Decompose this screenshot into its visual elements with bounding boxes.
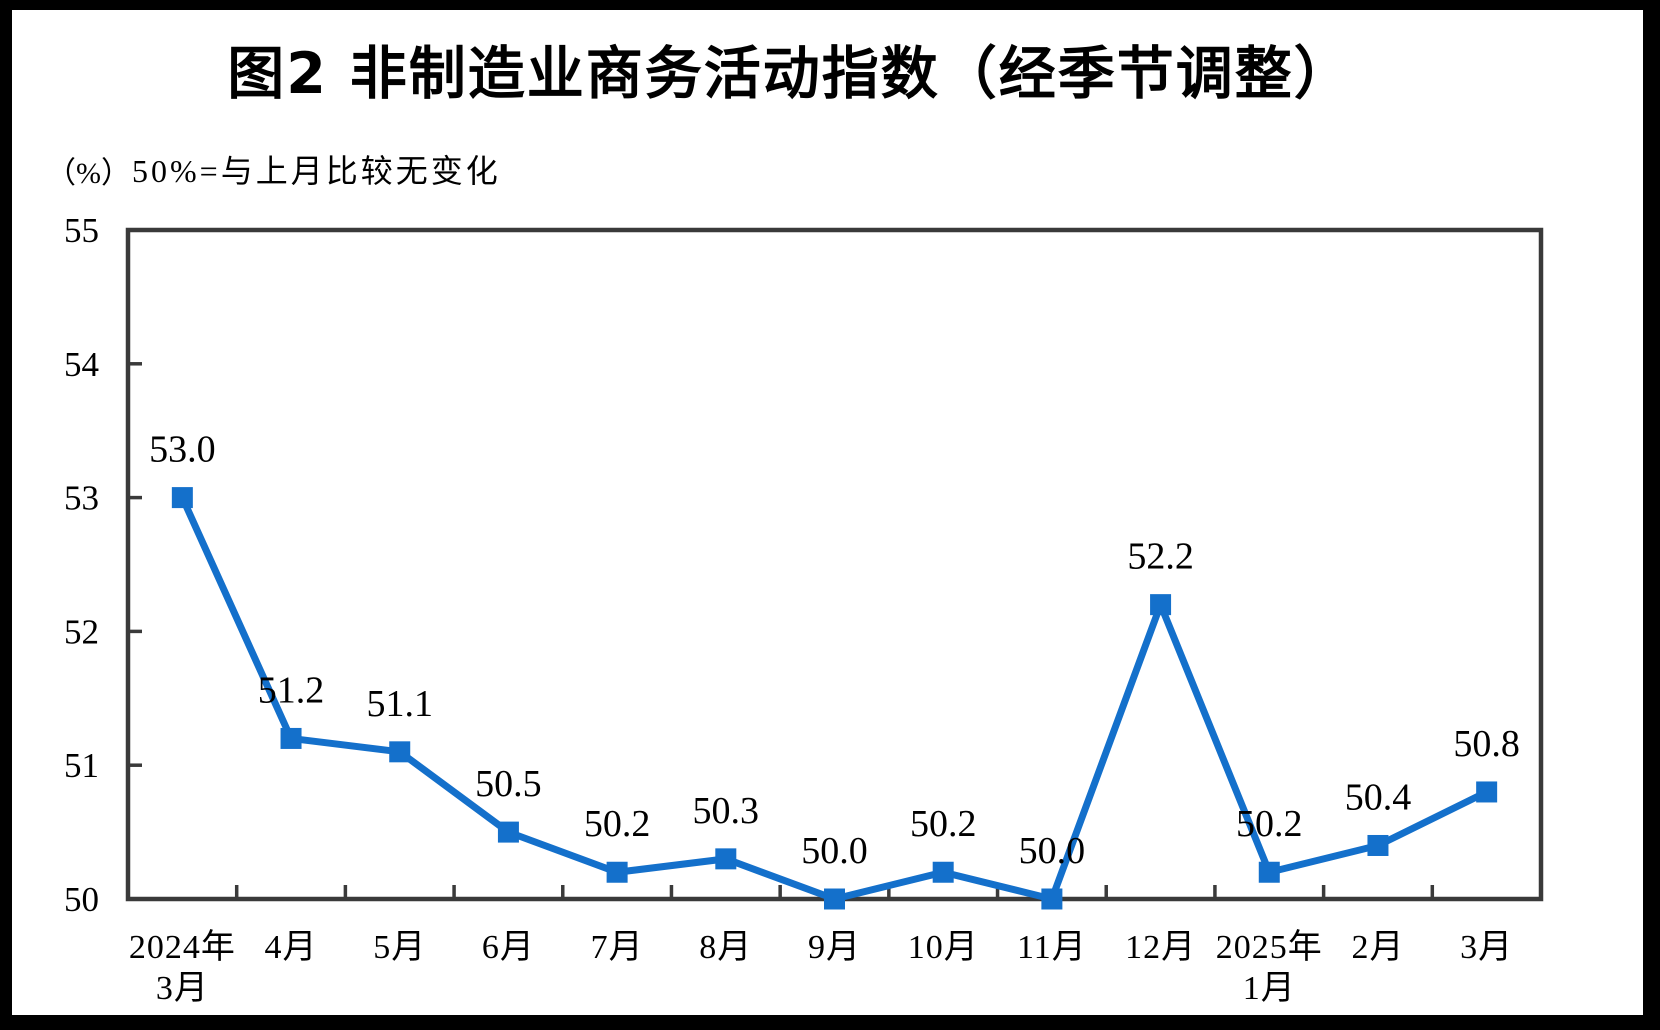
- x-axis-label: 2024年: [129, 928, 236, 966]
- y-axis-unit-label: （%）: [46, 157, 131, 190]
- y-axis-tick-label: 51: [64, 746, 99, 785]
- data-point-label: 50.8: [1453, 723, 1520, 765]
- plot-border: [125, 227, 1544, 902]
- x-axis-label: 4月: [265, 929, 318, 966]
- x-axis-label: 5月: [373, 929, 426, 966]
- y-axis-tick-label: 52: [64, 612, 99, 651]
- reference-note: 50%=与上月比较无变化: [132, 153, 501, 189]
- data-point-marker: [1150, 594, 1172, 616]
- data-point-marker: [715, 848, 737, 870]
- data-point-label: 50.5: [475, 763, 542, 805]
- x-axis-label: 10月: [908, 929, 979, 966]
- chart-title: 图2 非制造业商务活动指数（经季节调整）: [227, 41, 1353, 107]
- x-axis-label: 9月: [808, 929, 861, 966]
- x-axis-label: 3月: [156, 970, 209, 1007]
- x-axis-label: 12月: [1125, 929, 1196, 966]
- x-axis-label: 2025年: [1216, 928, 1323, 966]
- data-point-marker: [497, 821, 519, 843]
- data-point-label: 50.0: [801, 830, 868, 872]
- data-point-marker: [171, 487, 193, 509]
- data-point-label: 52.2: [1127, 536, 1194, 578]
- data-point-marker: [1476, 781, 1498, 803]
- y-axis-tick-label: 54: [64, 345, 99, 384]
- data-point-marker: [389, 741, 411, 763]
- data-point-label: 50.2: [910, 803, 977, 845]
- x-axis-label: 3月: [1460, 929, 1513, 966]
- y-axis-tick-label: 53: [64, 479, 99, 518]
- x-axis-label: 7月: [591, 929, 644, 966]
- data-point-marker: [1258, 861, 1280, 883]
- data-point-label: 51.1: [366, 683, 433, 725]
- data-point-label: 50.0: [1019, 830, 1086, 872]
- data-point-label: 50.4: [1345, 776, 1412, 818]
- data-point-label: 51.2: [258, 669, 325, 711]
- data-point-marker: [824, 888, 845, 910]
- x-axis-label: 6月: [482, 929, 535, 966]
- data-point-label: 53.0: [149, 429, 216, 471]
- x-axis-label: 1月: [1243, 970, 1296, 1007]
- data-point-label: 50.3: [693, 790, 760, 832]
- x-axis-label: 2月: [1351, 929, 1404, 966]
- data-point-marker: [1367, 834, 1389, 856]
- x-axis-label: 8月: [699, 929, 752, 966]
- data-point-marker: [280, 727, 302, 749]
- data-point-marker: [1041, 888, 1063, 910]
- x-axis-label: 11月: [1017, 929, 1087, 966]
- data-point-marker: [606, 861, 628, 883]
- data-point-label: 50.2: [1236, 803, 1303, 845]
- data-point-label: 50.2: [584, 803, 651, 845]
- y-axis-tick-label: 55: [64, 211, 99, 250]
- data-point-marker: [932, 861, 954, 883]
- y-axis-tick-label: 50: [64, 880, 99, 919]
